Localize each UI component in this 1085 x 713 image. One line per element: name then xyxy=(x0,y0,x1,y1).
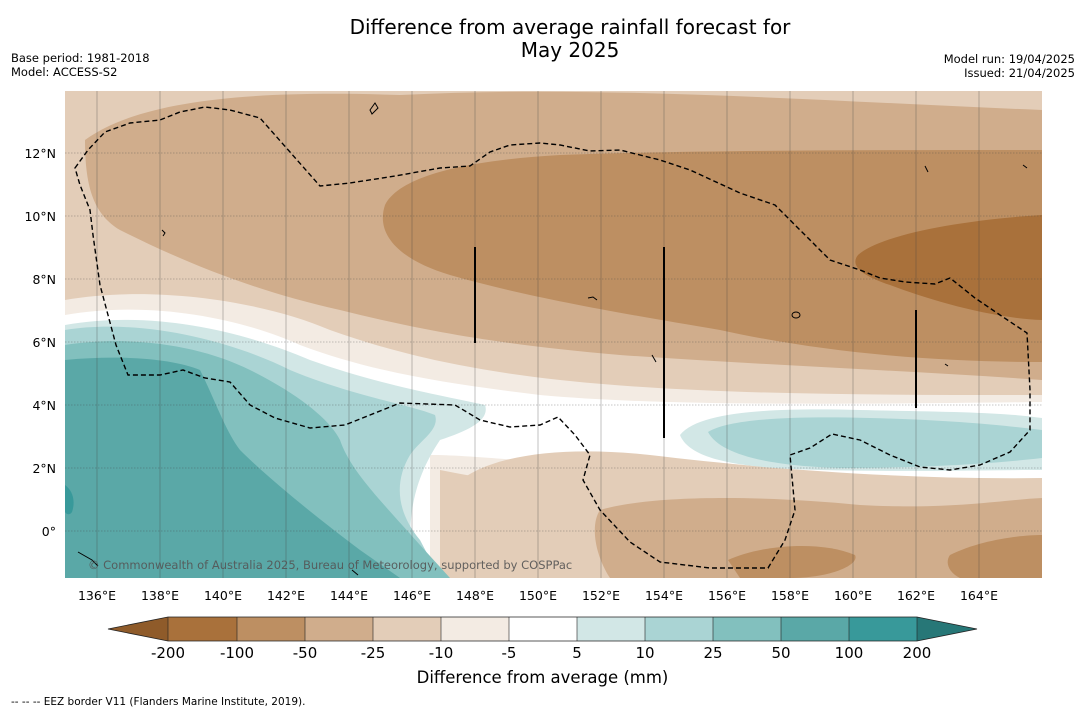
colorbar-label: 25 xyxy=(703,644,722,662)
latitude-labels: 12°N 10°N 8°N 6°N 4°N 2°N 0° xyxy=(24,146,56,539)
lat-tick-label: 6°N xyxy=(32,335,56,350)
colorbar-label: -25 xyxy=(361,644,386,662)
lat-tick-label: 4°N xyxy=(32,398,56,413)
issued-label: Issued: 21/04/2025 xyxy=(964,66,1075,80)
colorbar-label: -5 xyxy=(502,644,517,662)
lat-tick-label: 10°N xyxy=(24,209,56,224)
colorbar-label: 100 xyxy=(835,644,864,662)
parallel-lines xyxy=(65,152,1042,532)
colorbar-swatch xyxy=(645,617,713,641)
colorbar-swatch xyxy=(441,617,509,641)
colorbar-label: 10 xyxy=(635,644,654,662)
marker-lines xyxy=(474,247,917,438)
model-run-label: Model run: 19/04/2025 xyxy=(943,52,1075,66)
colorbar-label: 200 xyxy=(903,644,932,662)
colorbar-extend-high xyxy=(917,617,977,641)
colorbar-swatch xyxy=(305,617,373,641)
lon-tick-label: 142°E xyxy=(267,588,305,603)
colorbar-swatch xyxy=(509,617,577,641)
longitude-labels: 136°E 138°E 140°E 142°E 144°E 146°E 148°… xyxy=(78,588,998,603)
colorbar-extend-low xyxy=(108,617,168,641)
colorbar-label: 50 xyxy=(771,644,790,662)
lon-tick-label: 140°E xyxy=(204,588,242,603)
colorbar-label: -50 xyxy=(293,644,318,662)
lon-tick-label: 136°E xyxy=(78,588,116,603)
lat-tick-label: 0° xyxy=(42,524,56,539)
lon-tick-label: 154°E xyxy=(645,588,683,603)
colorbar-swatch xyxy=(713,617,781,641)
island-outlines xyxy=(77,102,1028,576)
lon-tick-label: 148°E xyxy=(456,588,494,603)
lon-tick-label: 150°E xyxy=(519,588,557,603)
lat-tick-label: 2°N xyxy=(32,461,56,476)
lon-tick-label: 162°E xyxy=(897,588,935,603)
lon-tick-label: 160°E xyxy=(834,588,872,603)
colorbar xyxy=(107,616,978,642)
colorbar-swatch xyxy=(781,617,849,641)
eez-border xyxy=(74,106,1031,569)
map-plot-area: © Commonwealth of Australia 2025, Bureau… xyxy=(65,91,1042,578)
colorbar-swatch xyxy=(237,617,305,641)
map-title-line1: Difference from average rainfall forecas… xyxy=(349,15,791,39)
lon-tick-label: 156°E xyxy=(708,588,746,603)
lat-tick-label: 8°N xyxy=(32,272,56,287)
meridian-lines xyxy=(96,91,980,578)
copyright-notice: © Commonwealth of Australia 2025, Bureau… xyxy=(88,558,572,572)
colorbar-label: -100 xyxy=(220,644,254,662)
colorbar-label: -10 xyxy=(429,644,454,662)
base-period-label: Base period: 1981-2018 xyxy=(11,51,150,65)
lon-tick-label: 158°E xyxy=(771,588,809,603)
colorbar-swatch xyxy=(577,617,645,641)
colorbar-title: Difference from average (mm) xyxy=(416,668,669,687)
colorbar-swatch xyxy=(849,617,917,641)
eez-footnote: -- -- -- EEZ border V11 (Flanders Marine… xyxy=(11,696,306,708)
colorbar-labels: -200 -100 -50 -25 -10 -5 5 10 25 50 100 … xyxy=(151,644,931,662)
lon-tick-label: 164°E xyxy=(960,588,998,603)
lon-tick-label: 144°E xyxy=(330,588,368,603)
colorbar-label: 5 xyxy=(572,644,582,662)
model-label: Model: ACCESS-S2 xyxy=(11,65,118,79)
colorbar-label: -200 xyxy=(151,644,185,662)
lon-tick-label: 138°E xyxy=(141,588,179,603)
map-title-line2: May 2025 xyxy=(520,38,620,62)
colorbar-swatch xyxy=(168,617,237,641)
lat-tick-label: 12°N xyxy=(24,146,56,161)
lon-tick-label: 146°E xyxy=(393,588,431,603)
lon-tick-label: 152°E xyxy=(582,588,620,603)
colorbar-swatch xyxy=(373,617,441,641)
